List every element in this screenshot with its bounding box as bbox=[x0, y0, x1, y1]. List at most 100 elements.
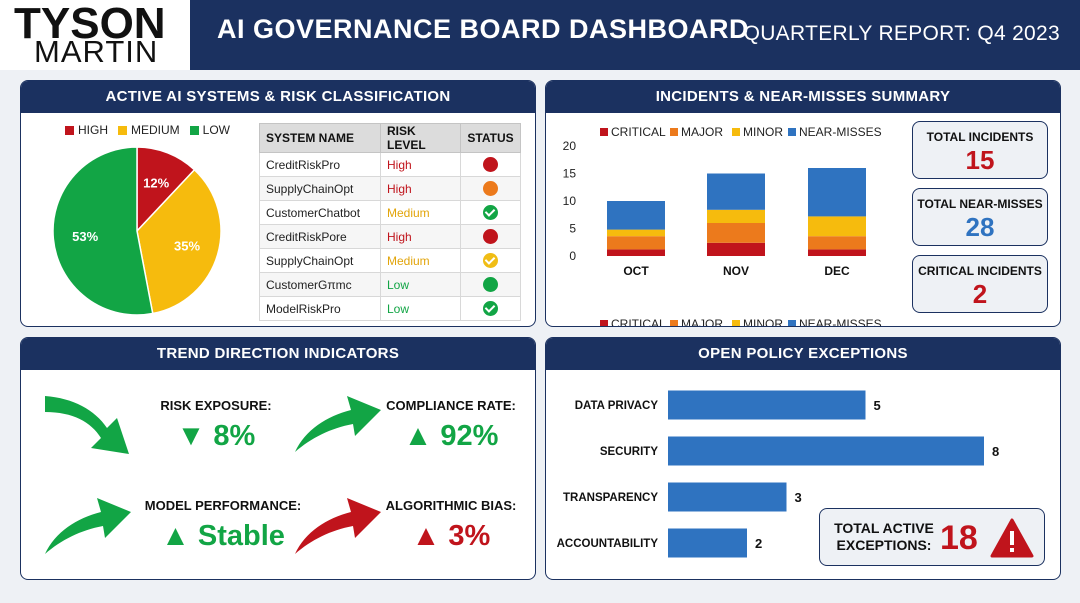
bar-nov-critical bbox=[707, 242, 765, 256]
company-logo: TYSON MARTIN bbox=[0, 0, 190, 70]
kpi-total-incidents: TOTAL INCIDENTS 15 bbox=[912, 121, 1048, 179]
bar-data-privacy bbox=[668, 390, 866, 420]
red-up-arrow-icon bbox=[295, 498, 381, 554]
status-cell bbox=[460, 224, 521, 249]
trend-risk-exposure-value: ▼ 8% bbox=[176, 420, 256, 452]
pie-label-medium: 35% bbox=[174, 239, 200, 254]
report-period: QUARTERLY REPORT: Q4 2023 bbox=[743, 22, 1060, 45]
system-name-cell: SupplyChainOpt bbox=[259, 248, 381, 273]
svg-text:MINOR: MINOR bbox=[743, 125, 783, 139]
legend-top-critical: CRITICAL bbox=[600, 125, 666, 139]
bar-value-label: 8 bbox=[992, 444, 999, 459]
trend-compliance-rate-value: ▲ 92% bbox=[403, 420, 499, 452]
system-name-cell: CreditRiskPro bbox=[259, 152, 381, 177]
bar-oct-critical bbox=[607, 249, 665, 256]
risk-level-cell: Medium bbox=[380, 200, 461, 225]
col-header-status: STATUS bbox=[460, 123, 521, 153]
legend-bottom-near-misses: NEAR-MISSES bbox=[788, 317, 882, 326]
kpi-critical-incidents-value: 2 bbox=[972, 279, 988, 309]
header-bar: TYSON MARTIN AI GOVERNANCE BOARD DASHBOA… bbox=[0, 0, 1080, 70]
kpi-critical-incidents-label: CRITICAL INCIDENTS bbox=[918, 264, 1042, 278]
trend-compliance-rate-label: COMPLIANCE RATE: bbox=[386, 398, 516, 413]
svg-text:CRITICAL: CRITICAL bbox=[611, 317, 666, 326]
risk-level-cell: High bbox=[380, 176, 461, 201]
svg-text:MINOR: MINOR bbox=[743, 317, 783, 326]
bar-transparency bbox=[668, 482, 787, 512]
svg-text:CRITICAL: CRITICAL bbox=[611, 125, 666, 139]
systems-table-header: SYSTEM NAME RISK LEVEL STATUS bbox=[259, 123, 521, 153]
pie-slice-medium bbox=[136, 168, 222, 315]
total-active-exceptions-box: TOTAL ACTIVE EXCEPTIONS: 18 bbox=[819, 508, 1045, 566]
logo-line-1: TYSON bbox=[14, 0, 166, 48]
svg-text:MAJOR: MAJOR bbox=[681, 125, 723, 139]
kpi-critical-incidents: CRITICAL INCIDENTS 2 bbox=[912, 255, 1048, 313]
status-cell bbox=[460, 296, 521, 321]
svg-text:NEAR-MISSES: NEAR-MISSES bbox=[799, 125, 882, 139]
table-row: SupplyChainOpt High bbox=[259, 176, 521, 201]
bar-nov-near-misses bbox=[707, 173, 765, 210]
legend-bottom-minor: MINOR bbox=[732, 317, 783, 326]
x-tick-label-dec: DEC bbox=[824, 264, 850, 278]
pie-slice-high bbox=[136, 146, 196, 233]
incidents-stacked-bar-chart: CRITICAL MAJOR MINOR NEAR-MISSES CRITICAL MAJ… bbox=[563, 125, 882, 326]
legend-item-high: HIGH bbox=[65, 123, 108, 137]
kpi-total-incidents-label: TOTAL INCIDENTS bbox=[926, 130, 1034, 144]
ai-systems-panel: ACTIVE AI SYSTEMS & RISK CLASSIFICATION … bbox=[20, 80, 536, 327]
pie-label-low: 53% bbox=[72, 229, 98, 244]
total-active-exceptions-label: TOTAL ACTIVE EXCEPTIONS: bbox=[834, 520, 934, 553]
bar-nov-minor bbox=[707, 209, 765, 223]
trend-model-performance-label: MODEL PERFORMANCE: bbox=[144, 498, 302, 513]
policy-exceptions-panel: OPEN POLICY EXCEPTIONS DATA PRIVACY 5 SECU… bbox=[545, 337, 1061, 580]
bar-security bbox=[668, 436, 984, 466]
trend-algorithmic-bias-label: ALGORITHMIC BIAS: bbox=[385, 498, 517, 513]
legend-item-medium: MEDIUM bbox=[118, 123, 180, 137]
bar-accountability bbox=[668, 528, 747, 558]
red-dot-icon bbox=[483, 229, 498, 245]
bar-oct-major bbox=[607, 236, 665, 250]
risk-level-cell: Low bbox=[380, 272, 461, 297]
bar-oct-near-misses bbox=[607, 201, 665, 230]
legend-bottom-major: MAJOR bbox=[670, 317, 723, 326]
y-tick-label: 15 bbox=[563, 167, 577, 181]
bar-value-label: 2 bbox=[755, 536, 762, 551]
table-row: SupplyChainOpt Medium bbox=[259, 248, 521, 273]
table-row: CreditRiskPore High bbox=[259, 224, 521, 249]
incidents-panel-title: INCIDENTS & NEAR-MISSES SUMMARY bbox=[546, 81, 1060, 113]
system-name-cell: CreditRiskPore bbox=[259, 224, 381, 249]
status-cell bbox=[460, 176, 521, 201]
bar-dec-near-misses bbox=[808, 168, 866, 217]
trend-risk-exposure-label: RISK EXPOSURE: bbox=[160, 398, 272, 413]
y-tick-label: 5 bbox=[569, 222, 576, 236]
system-name-cell: CustomerChatbot bbox=[259, 200, 381, 225]
table-row: ModelRiskPro Low bbox=[259, 296, 521, 321]
trend-panel-title: TREND DIRECTION INDICATORS bbox=[21, 338, 535, 370]
yellow-check-icon bbox=[483, 253, 498, 269]
system-name-cell: CustomerGπmc bbox=[259, 272, 381, 297]
trend-algorithmic-bias-value: ▲ 3% bbox=[411, 520, 491, 552]
table-row: CustomerChatbot Medium bbox=[259, 200, 521, 225]
systems-table: SYSTEM NAME RISK LEVEL STATUS CreditRisk… bbox=[259, 123, 521, 321]
category-label: TRANSPARENCY bbox=[563, 492, 658, 504]
bar-dec-minor bbox=[808, 216, 866, 237]
risk-level-cell: Low bbox=[380, 296, 461, 321]
ai-systems-panel-title: ACTIVE AI SYSTEMS & RISK CLASSIFICATION bbox=[21, 81, 535, 113]
risk-level-cell: High bbox=[380, 224, 461, 249]
risk-pie-chart: 12% 35% 53% bbox=[52, 146, 222, 316]
green-check-icon bbox=[483, 301, 498, 317]
bar-oct-minor bbox=[607, 229, 665, 237]
green-up-arrow-icon bbox=[295, 396, 381, 452]
legend-top-major: MAJOR bbox=[670, 125, 723, 139]
green-dot-icon bbox=[483, 277, 498, 293]
y-tick-label: 20 bbox=[563, 139, 577, 153]
pie-slice-low bbox=[52, 146, 154, 316]
pie-label-high: 12% bbox=[143, 176, 169, 191]
bar-value-label: 3 bbox=[795, 490, 802, 505]
category-label: DATA PRIVACY bbox=[575, 400, 659, 412]
x-tick-label-oct: OCT bbox=[623, 264, 649, 278]
incidents-panel: INCIDENTS & NEAR-MISSES SUMMARY CRITICAL… bbox=[545, 80, 1061, 327]
green-down-arrow-icon bbox=[45, 396, 129, 454]
table-row: CreditRiskPro High bbox=[259, 152, 521, 177]
total-active-exceptions-value: 18 bbox=[940, 519, 978, 557]
y-tick-label: 0 bbox=[569, 249, 576, 263]
system-name-cell: ModelRiskPro bbox=[259, 296, 381, 321]
